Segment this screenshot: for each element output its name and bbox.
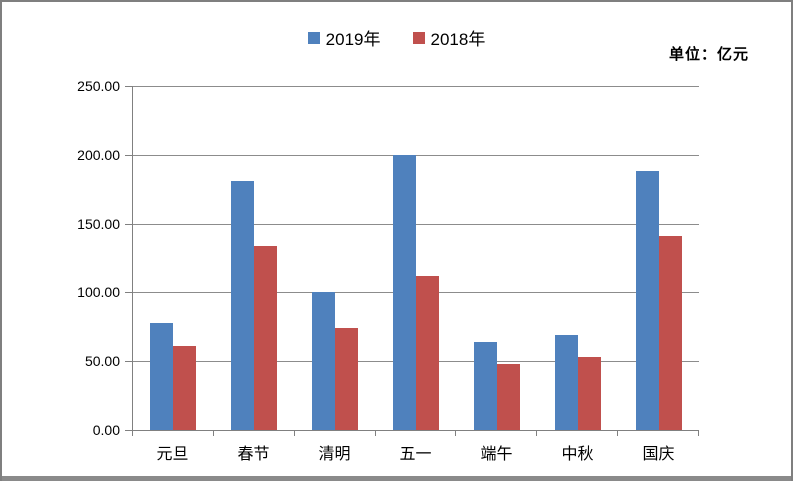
category-group-五一 (376, 86, 457, 430)
y-axis-tick (125, 292, 133, 294)
x-axis-label-五一: 五一 (399, 446, 432, 463)
y-axis-tick-label: 0.00 (92, 422, 120, 438)
bar-2019年-元旦 (150, 322, 174, 430)
legend-item-2019年: 2019年 (307, 25, 381, 50)
gridline (133, 154, 699, 156)
bar-2018年-清明 (335, 328, 359, 430)
bar-2019年-清明 (312, 292, 336, 430)
x-axis-tick (698, 430, 699, 436)
y-axis-tick (125, 430, 133, 431)
bar-2019年-春节 (231, 180, 255, 430)
bar-2019年-中秋 (554, 335, 578, 430)
category-group-国庆 (618, 86, 699, 430)
legend-label: 2018年 (430, 30, 486, 49)
x-axis-tick (293, 430, 295, 436)
x-axis-tick (374, 430, 376, 436)
legend-item-2018年: 2018年 (412, 25, 486, 50)
bottom-band (2, 476, 791, 481)
category-group-清明 (295, 86, 376, 430)
category-group-中秋 (537, 86, 618, 430)
x-axis-tick (455, 430, 457, 436)
x-axis-tick (536, 430, 538, 436)
legend-swatch-icon (412, 31, 425, 44)
bars-row (133, 86, 699, 430)
y-axis-tick (125, 223, 133, 225)
gridline (133, 86, 699, 87)
plot-area: 0.00 50.00 100.00 150.00 200.00 250.00 (77, 78, 699, 438)
bar-2018年-五一 (416, 275, 439, 430)
y-axis-tick-label: 200.00 (77, 146, 120, 163)
category-group-元旦 (133, 86, 214, 430)
y-axis-tick (125, 154, 133, 156)
bar-2018年-国庆 (658, 235, 682, 430)
bar-2018年-春节 (254, 245, 278, 430)
legend: 2019年 2018年 (2, 25, 791, 50)
y-axis-tick-label: 250.00 (77, 78, 120, 94)
bar-2019年-端午 (473, 341, 497, 430)
x-axis-label-春节: 春节 (237, 446, 270, 463)
bar-2019年-五一 (393, 154, 416, 430)
x-axis-label-清明: 清明 (318, 446, 351, 463)
x-axis-tick (132, 430, 133, 436)
x-axis-labels: 元旦 春节 清明 五一 端午 中秋 国庆 (132, 440, 699, 464)
bar-2018年-中秋 (577, 357, 601, 430)
y-axis-tick-label: 50.00 (84, 353, 120, 370)
bar-2019年-国庆 (635, 171, 659, 430)
unit-label: 单位：亿元 (668, 46, 749, 63)
x-axis-label-元旦: 元旦 (156, 446, 189, 463)
x-axis-tick (212, 430, 214, 436)
y-axis-tick-label: 150.00 (77, 215, 120, 232)
y-axis-tick (125, 86, 133, 87)
legend-label: 2019年 (325, 30, 381, 49)
y-axis-tick-label: 100.00 (77, 284, 120, 301)
gridline (133, 223, 699, 225)
x-axis-label-端午: 端午 (480, 446, 513, 463)
bar-2018年-端午 (496, 363, 520, 430)
x-axis-tick (617, 430, 619, 436)
bar-2018年-元旦 (173, 346, 197, 430)
y-axis-tick (125, 361, 133, 363)
legend-swatch-icon (307, 31, 320, 44)
category-group-端午 (456, 86, 537, 430)
x-axis-label-中秋: 中秋 (561, 446, 594, 463)
x-axis-label-国庆: 国庆 (642, 446, 675, 463)
category-group-春节 (214, 86, 295, 430)
